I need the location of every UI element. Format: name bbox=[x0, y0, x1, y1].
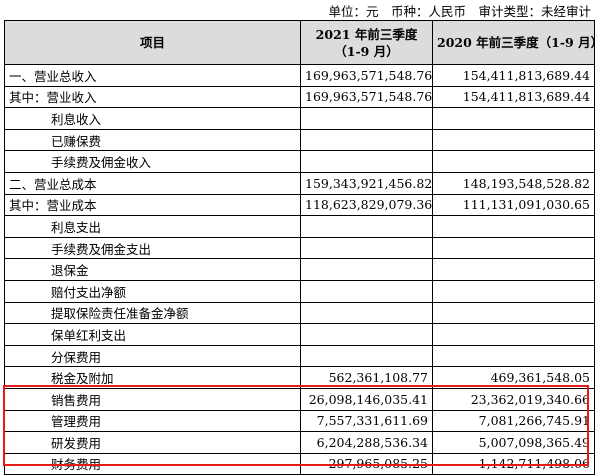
row-label: 其中：营业收入 bbox=[4, 85, 301, 109]
value-2021 bbox=[300, 150, 433, 173]
value-2021: 297,965,085.25 bbox=[300, 452, 433, 475]
value-2021 bbox=[300, 128, 433, 152]
value-2021: 7,557,331,611.69 bbox=[300, 409, 433, 433]
table-row: 分保费用 bbox=[4, 344, 595, 368]
value-2021: 169,963,571,548.76 bbox=[300, 85, 433, 109]
table-header-row: 项目 2021 年前三季度 （1-9 月） 2020 年前三季度（1-9 月） bbox=[4, 20, 595, 65]
row-label: 销售费用 bbox=[4, 387, 301, 411]
value-2020 bbox=[432, 128, 595, 152]
row-label: 研发费用 bbox=[4, 431, 301, 454]
row-label: 其中：营业成本 bbox=[4, 193, 301, 217]
value-2020 bbox=[432, 150, 595, 173]
table-row: 税金及附加 562,361,108.77 469,361,548.05 bbox=[4, 366, 595, 389]
table-row: 利息支出 bbox=[4, 215, 595, 238]
value-2020 bbox=[432, 236, 595, 260]
row-label: 保单红利支出 bbox=[4, 323, 301, 346]
row-label: 退保金 bbox=[4, 258, 301, 281]
table-row: 二、营业总成本 159,343,921,456.82 148,193,548,528… bbox=[4, 171, 595, 195]
value-2020: 7,081,266,745.91 bbox=[432, 409, 595, 433]
row-label: 一、营业总收入 bbox=[4, 64, 301, 87]
value-2020: 154,411,813,689.44 bbox=[432, 85, 595, 109]
value-2020 bbox=[432, 323, 595, 346]
value-2021: 6,204,288,536.34 bbox=[300, 431, 433, 454]
value-2020: 111,131,091,030.65 bbox=[432, 193, 595, 217]
value-2020: 23,362,019,340.66 bbox=[432, 387, 595, 411]
table-row: 保单红利支出 bbox=[4, 323, 595, 346]
row-label: 手续费及佣金支出 bbox=[4, 236, 301, 260]
table-row: 管理费用 7,557,331,611.69 7,081,266,745.91 bbox=[4, 409, 595, 433]
value-2020: 148,193,548,528.82 bbox=[432, 171, 595, 195]
row-label: 利息收入 bbox=[4, 107, 301, 130]
value-2020: 5,007,098,365.49 bbox=[432, 431, 595, 454]
value-2021: 169,963,571,548.76 bbox=[300, 64, 433, 87]
table-row: 财务费用 297,965,085.25 1,142,711,498.06 bbox=[4, 452, 595, 475]
value-2021 bbox=[300, 215, 433, 238]
table-row: 退保金 bbox=[4, 258, 595, 281]
value-2021 bbox=[300, 236, 433, 260]
value-2020 bbox=[432, 107, 595, 130]
table-row: 手续费及佣金支出 bbox=[4, 236, 595, 260]
row-label: 提取保险责任准备金净额 bbox=[4, 301, 301, 325]
row-label: 税金及附加 bbox=[4, 366, 301, 389]
row-label: 分保费用 bbox=[4, 344, 301, 368]
value-2020 bbox=[432, 279, 595, 303]
header-2020: 2020 年前三季度（1-9 月） bbox=[432, 20, 595, 65]
value-2020: 154,411,813,689.44 bbox=[432, 64, 595, 87]
value-2020 bbox=[432, 301, 595, 325]
unit-currency-audit-note: 单位：元 币种：人民币 审计类型：未经审计 bbox=[328, 4, 591, 19]
value-2021: 562,361,108.77 bbox=[300, 366, 433, 389]
header-item: 项目 bbox=[4, 20, 301, 65]
table-body: 一、营业总收入 169,963,571,548.76 154,411,813,689… bbox=[4, 64, 595, 475]
income-statement-table: 项目 2021 年前三季度 （1-9 月） 2020 年前三季度（1-9 月） … bbox=[4, 20, 595, 475]
row-label: 赔付支出净额 bbox=[4, 279, 301, 303]
value-2021: 26,098,146,035.41 bbox=[300, 387, 433, 411]
value-2020: 469,361,548.05 bbox=[432, 366, 595, 389]
value-2021 bbox=[300, 344, 433, 368]
header-2021-line2: （1-9 月） bbox=[334, 43, 399, 59]
value-2021 bbox=[300, 258, 433, 281]
value-2021 bbox=[300, 301, 433, 325]
value-2021 bbox=[300, 107, 433, 130]
table-row: 已赚保费 bbox=[4, 128, 595, 152]
row-label: 已赚保费 bbox=[4, 128, 301, 152]
table-row: 一、营业总收入 169,963,571,548.76 154,411,813,689… bbox=[4, 64, 595, 87]
value-2020: 1,142,711,498.06 bbox=[432, 452, 595, 475]
table-row: 销售费用 26,098,146,035.41 23,362,019,340.66 bbox=[4, 387, 595, 411]
value-2021 bbox=[300, 323, 433, 346]
table-row: 研发费用 6,204,288,536.34 5,007,098,365.49 bbox=[4, 431, 595, 454]
value-2020 bbox=[432, 215, 595, 238]
value-2020 bbox=[432, 258, 595, 281]
header-2021-line1: 2021 年前三季度 bbox=[315, 26, 418, 42]
row-label: 财务费用 bbox=[4, 452, 301, 475]
table-row: 其中：营业成本 118,623,829,079.36 111,131,091,030… bbox=[4, 193, 595, 217]
value-2021 bbox=[300, 279, 433, 303]
value-2021: 118,623,829,079.36 bbox=[300, 193, 433, 217]
table-row: 赔付支出净额 bbox=[4, 279, 595, 303]
table-row: 其中：营业收入 169,963,571,548.76 154,411,813,689… bbox=[4, 85, 595, 109]
header-2021: 2021 年前三季度 （1-9 月） bbox=[300, 20, 433, 65]
value-2020 bbox=[432, 344, 595, 368]
row-label: 二、营业总成本 bbox=[4, 171, 301, 195]
row-label: 手续费及佣金收入 bbox=[4, 150, 301, 173]
value-2021: 159,343,921,456.82 bbox=[300, 171, 433, 195]
table-row: 利息收入 bbox=[4, 107, 595, 130]
row-label: 管理费用 bbox=[4, 409, 301, 433]
row-label: 利息支出 bbox=[4, 215, 301, 238]
table-row: 手续费及佣金收入 bbox=[4, 150, 595, 173]
table-row: 提取保险责任准备金净额 bbox=[4, 301, 595, 325]
